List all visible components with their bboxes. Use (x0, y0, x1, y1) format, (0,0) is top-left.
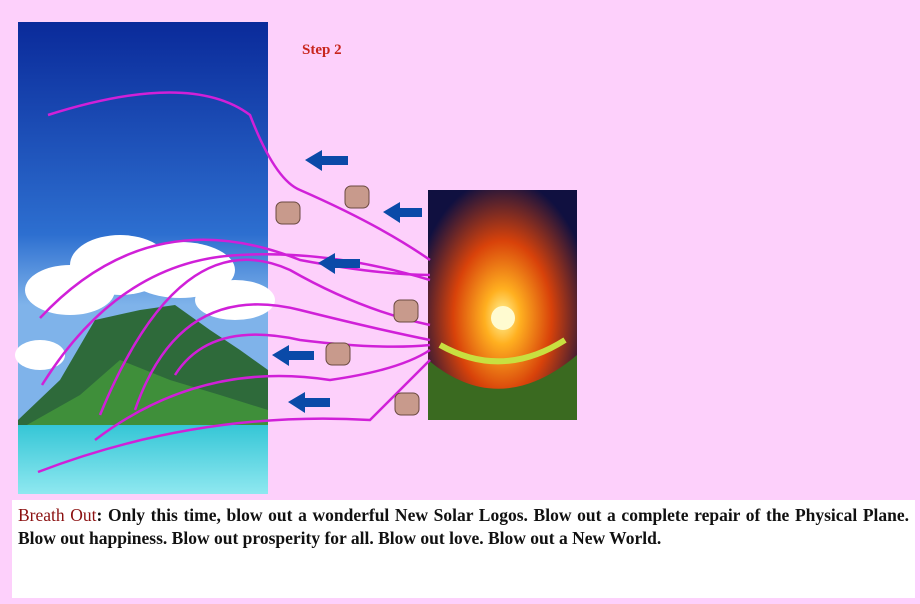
caption-lead: Breath Out (18, 505, 97, 525)
illustration (0, 0, 920, 500)
step-label: Step 2 (302, 42, 342, 59)
caption-text: : Only this time, blow out a wonderful N… (18, 505, 909, 548)
page: Step 2 Breath Out: Only this time, blow … (0, 0, 920, 604)
caption: Breath Out: Only this time, blow out a w… (12, 500, 915, 598)
sun-painting (428, 190, 577, 420)
